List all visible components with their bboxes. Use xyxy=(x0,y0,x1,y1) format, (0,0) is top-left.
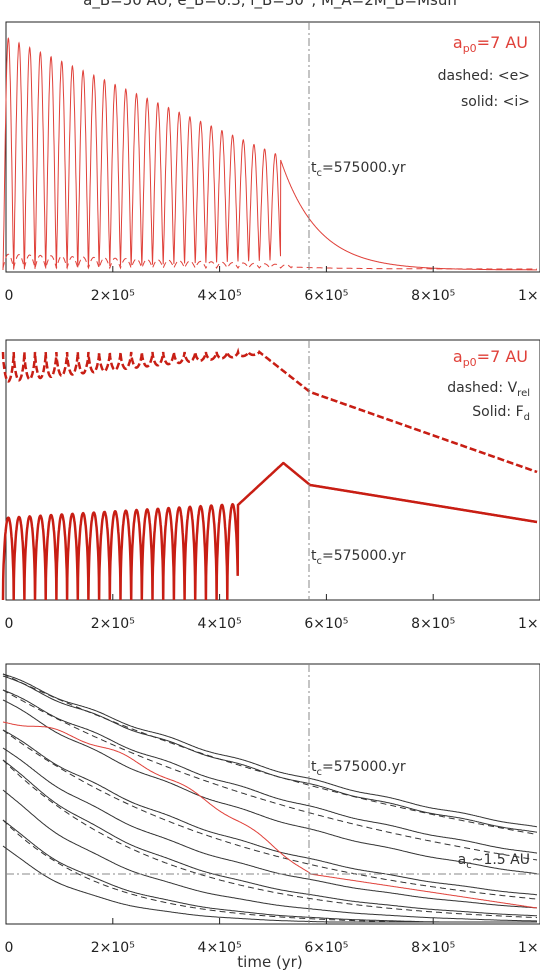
x-tick-label: 2×10⁵ xyxy=(91,616,135,632)
x-tick-label: 0 xyxy=(5,940,14,956)
panel-2-frame xyxy=(5,339,540,601)
panel-3-dashed-curve xyxy=(2,759,538,919)
panel-1-legend-dashed: dashed: <e> xyxy=(438,68,530,84)
panel-2-solid-curve xyxy=(1,461,538,601)
panel-1: 0 2×10⁵ 4×10⁵ 6×10⁵ 8×10⁵ 1×10⁶ ap0=7 AU dash… xyxy=(2,21,540,304)
panel-1-frame xyxy=(5,21,540,273)
x-tick-label: 8×10⁵ xyxy=(411,288,455,304)
panel-3-ac-annotation: ac~1.5 AU xyxy=(458,852,530,871)
panel-2: 0 2×10⁵ 4×10⁵ 6×10⁵ 8×10⁵ 1×10⁶ ap0=7 AU dash… xyxy=(1,339,540,632)
x-tick-label: 4×10⁵ xyxy=(198,940,242,956)
panel-2-ap0-label: ap0=7 AU xyxy=(453,347,528,369)
panel-3-curve xyxy=(2,845,537,923)
panel-2-x-ticks: 0 2×10⁵ 4×10⁵ 6×10⁵ 8×10⁵ 1×10⁶ xyxy=(5,594,540,632)
panel-3-curve xyxy=(2,759,538,917)
x-tick-label: 1×10⁶ xyxy=(518,940,540,956)
panel-1-ap0-label: ap0=7 AU xyxy=(453,33,528,55)
x-tick-label: 0 xyxy=(5,616,14,632)
x-tick-label: 6×10⁵ xyxy=(304,616,348,632)
panel-3-dashed-curve xyxy=(2,673,538,835)
panel-2-legend-dashed: dashed: Vrel xyxy=(447,380,530,399)
panel-3-curve xyxy=(2,699,538,875)
panel-3-curve xyxy=(2,675,538,833)
panel-3-curves xyxy=(2,673,538,923)
panel-3-dashed-curve xyxy=(2,689,538,861)
figure-title: a_B=50 AU, e_B=0.3, i_B=50°, M_A=2M_B=Ms… xyxy=(83,0,457,10)
panel-1-dashed-curve xyxy=(2,253,537,270)
panel-1-tc-annotation: tc=575000.yr xyxy=(311,160,406,179)
panel-2-tc-annotation: tc=575000.yr xyxy=(311,548,406,567)
panel-1-legend-solid: solid: <i> xyxy=(461,94,530,110)
panel-3-curve xyxy=(2,689,538,854)
x-tick-label: 8×10⁵ xyxy=(411,616,455,632)
x-tick-label: 1×10⁶ xyxy=(518,288,540,304)
panel-3-curve xyxy=(2,673,538,828)
x-tick-label: 0 xyxy=(5,288,14,304)
panel-3-tc-annotation: tc=575000.yr xyxy=(311,759,406,778)
x-tick-label: 8×10⁵ xyxy=(411,940,455,956)
x-tick-label: 2×10⁵ xyxy=(91,288,135,304)
panel-2-dashed-curve xyxy=(1,347,538,474)
x-tick-label: 4×10⁵ xyxy=(198,616,242,632)
panel-3-curve xyxy=(2,729,538,896)
panel-1-curves xyxy=(2,37,537,271)
panel-3-dashed-curve xyxy=(2,729,538,900)
panel-3-frame xyxy=(5,663,540,925)
panel-3-xlabel: time (yr) xyxy=(237,953,302,971)
panel-3-curve xyxy=(2,789,538,922)
panel-2-legend-solid: Solid: Fd xyxy=(472,404,530,423)
panel-3-dashed-curve xyxy=(2,819,537,923)
panel-2-curves xyxy=(1,347,538,601)
panel-3-x-ticks: 0 2×10⁵ 4×10⁵ 6×10⁵ 8×10⁵ 1×10⁶ xyxy=(5,918,540,956)
panel-1-x-ticks: 0 2×10⁵ 4×10⁵ 6×10⁵ 8×10⁵ 1×10⁶ xyxy=(5,266,540,304)
x-tick-label: 6×10⁵ xyxy=(304,288,348,304)
panel-3-curve xyxy=(2,747,538,909)
x-tick-label: 1×10⁶ xyxy=(518,616,540,632)
x-tick-label: 2×10⁵ xyxy=(91,940,135,956)
panel-3-red-curve xyxy=(2,721,538,909)
x-tick-label: 4×10⁵ xyxy=(198,288,242,304)
x-tick-label: 6×10⁵ xyxy=(304,940,348,956)
